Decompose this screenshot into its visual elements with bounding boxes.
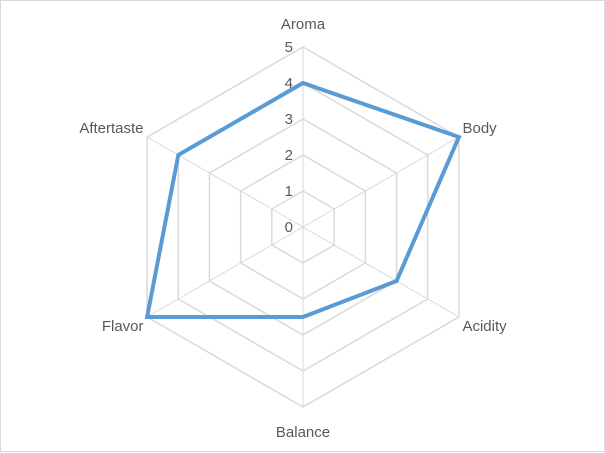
tick-label-5: 5 xyxy=(285,39,293,56)
spoke-body xyxy=(303,137,459,227)
category-label-body: Body xyxy=(462,120,497,137)
category-label-aroma: Aroma xyxy=(281,16,326,33)
tick-label-2: 2 xyxy=(285,147,293,164)
category-label-flavor: Flavor xyxy=(102,318,144,335)
tick-label-0: 0 xyxy=(285,219,293,236)
radar-spokes xyxy=(147,47,459,407)
tick-label-1: 1 xyxy=(285,183,293,200)
category-labels: Aroma Body Acidity Balance Flavor Aftertaste xyxy=(79,16,507,441)
spoke-acidity xyxy=(303,227,459,317)
category-label-balance: Balance xyxy=(276,424,330,441)
category-label-aftertaste: Aftertaste xyxy=(79,120,143,137)
tick-label-3: 3 xyxy=(285,111,293,128)
category-label-acidity: Acidity xyxy=(462,318,507,335)
spoke-aftertaste xyxy=(147,137,303,227)
spoke-flavor xyxy=(147,227,303,317)
